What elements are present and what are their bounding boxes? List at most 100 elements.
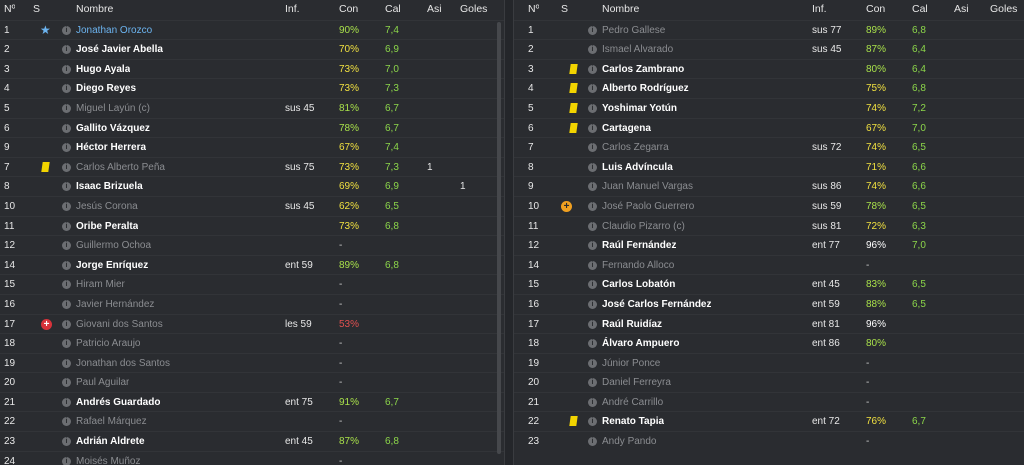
header-asi[interactable]: Asi <box>427 3 442 15</box>
player-row[interactable]: 12 i Raúl Fernández ent 77 96% 7,0 <box>514 235 1024 255</box>
info-icon[interactable]: i <box>588 241 597 251</box>
info-icon[interactable]: i <box>62 299 71 309</box>
info-icon[interactable]: i <box>588 221 597 231</box>
player-name[interactable]: Raúl Fernández <box>602 240 677 252</box>
player-name[interactable]: Luis Advíncula <box>602 161 673 173</box>
player-name[interactable]: Jonathan Orozco <box>76 24 153 36</box>
info-icon[interactable]: i <box>588 123 597 133</box>
player-name[interactable]: Moisés Muñoz <box>76 455 141 465</box>
info-icon[interactable]: i <box>588 417 597 427</box>
player-row[interactable]: 23 i Adrián Aldrete ent 45 87% 6,8 <box>0 431 504 451</box>
player-row[interactable]: 9 i Juan Manuel Vargas sus 86 74% 6,6 <box>514 176 1024 196</box>
info-icon[interactable]: i <box>62 456 71 465</box>
info-icon[interactable]: i <box>588 162 597 172</box>
player-row[interactable]: 19 i Jonathan dos Santos - <box>0 352 504 373</box>
info-icon[interactable]: i <box>62 201 71 211</box>
player-row[interactable]: 12 i Guillermo Ochoa - <box>0 235 504 255</box>
player-name[interactable]: Jorge Enríquez <box>76 259 149 271</box>
player-name[interactable]: Alberto Rodríguez <box>602 83 689 95</box>
player-name[interactable]: André Carrillo <box>602 396 664 408</box>
info-icon[interactable]: i <box>62 260 71 270</box>
player-name[interactable]: José Javier Abella <box>76 44 163 56</box>
header-inf[interactable]: Inf. <box>285 3 300 15</box>
info-icon[interactable]: i <box>588 45 597 55</box>
player-row[interactable]: 1 i Pedro Gallese sus 77 89% 6,8 <box>514 19 1024 40</box>
info-icon[interactable]: i <box>588 260 597 270</box>
player-name[interactable]: Javier Hernández <box>76 298 155 310</box>
info-icon[interactable]: i <box>588 64 597 74</box>
scrollbar[interactable] <box>497 22 501 454</box>
player-row[interactable]: 18 i Álvaro Ampuero ent 86 80% <box>514 333 1024 353</box>
info-icon[interactable]: i <box>588 299 597 309</box>
player-name[interactable]: Júnior Ponce <box>602 357 661 369</box>
info-icon[interactable]: i <box>62 64 71 74</box>
info-icon[interactable]: i <box>588 437 597 447</box>
info-icon[interactable]: i <box>588 319 597 329</box>
player-row[interactable]: 21 i André Carrillo - <box>514 391 1024 412</box>
info-icon[interactable]: i <box>62 84 71 94</box>
player-name[interactable]: Yoshimar Yotún <box>602 102 678 114</box>
player-name[interactable]: Ismael Alvarado <box>602 44 674 56</box>
player-name[interactable]: Renato Tapia <box>602 416 665 428</box>
player-row[interactable]: 14 i Fernando Alloco - <box>514 254 1024 275</box>
header-con[interactable]: Con <box>866 3 886 15</box>
info-icon[interactable]: i <box>62 103 71 113</box>
player-name[interactable]: Pedro Gallese <box>602 24 666 36</box>
player-row[interactable]: 8 i Luis Advíncula 71% 6,6 <box>514 156 1024 177</box>
player-row[interactable]: 7 i Carlos Zegarra sus 72 74% 6,5 <box>514 137 1024 157</box>
player-name[interactable]: Carlos Lobatón <box>602 279 676 291</box>
player-row[interactable]: 7 i Carlos Alberto Peña sus 75 73% 7,3 1 <box>0 156 504 177</box>
info-icon[interactable]: i <box>62 397 71 407</box>
player-row[interactable]: 15 i Carlos Lobatón ent 45 83% 6,5 <box>514 274 1024 294</box>
header-cal[interactable]: Cal <box>385 3 401 15</box>
player-name[interactable]: Fernando Alloco <box>602 259 675 271</box>
info-icon[interactable]: i <box>62 437 71 447</box>
info-icon[interactable]: i <box>588 143 597 153</box>
player-row[interactable]: 3 i Carlos Zambrano 80% 6,4 <box>514 58 1024 79</box>
info-icon[interactable]: i <box>62 378 71 388</box>
player-name[interactable]: Jesús Corona <box>76 200 138 212</box>
player-row[interactable]: 10 i Jesús Corona sus 45 62% 6,5 <box>0 195 504 216</box>
player-name[interactable]: Andy Pando <box>602 436 657 448</box>
info-icon[interactable]: i <box>588 103 597 113</box>
player-row[interactable]: 22 i Rafael Márquez - <box>0 411 504 431</box>
player-row[interactable]: 6 i Cartagena 67% 7,0 <box>514 117 1024 138</box>
info-icon[interactable]: i <box>62 162 71 172</box>
info-icon[interactable]: i <box>62 241 71 251</box>
player-row[interactable]: 18 i Patricio Araujo - <box>0 333 504 353</box>
info-icon[interactable]: i <box>588 358 597 368</box>
header-con[interactable]: Con <box>339 3 359 15</box>
player-name[interactable]: Isaac Brizuela <box>76 181 143 193</box>
player-name[interactable]: Cartagena <box>602 122 651 134</box>
player-row[interactable]: 22 i Renato Tapia ent 72 76% 6,7 <box>514 411 1024 431</box>
player-name[interactable]: Álvaro Ampuero <box>602 338 680 350</box>
player-name[interactable]: Héctor Herrera <box>76 142 147 154</box>
info-icon[interactable]: i <box>588 182 597 192</box>
player-row[interactable]: 3 i Hugo Ayala 73% 7,0 <box>0 58 504 79</box>
player-row[interactable]: 23 i Andy Pando - <box>514 431 1024 451</box>
player-name[interactable]: Giovani dos Santos <box>76 318 163 330</box>
info-icon[interactable]: i <box>62 25 71 35</box>
info-icon[interactable]: i <box>62 417 71 427</box>
player-name[interactable]: Hiram Mier <box>76 279 125 291</box>
info-icon[interactable]: i <box>62 358 71 368</box>
header-num[interactable]: Nº <box>528 3 540 15</box>
info-icon[interactable]: i <box>588 84 597 94</box>
player-row[interactable]: 20 i Paul Aguilar - <box>0 372 504 392</box>
player-row[interactable]: 2 i José Javier Abella 70% 6,9 <box>0 39 504 59</box>
player-name[interactable]: Guillermo Ochoa <box>76 240 152 252</box>
player-name[interactable]: Oribe Peralta <box>76 220 139 232</box>
player-name[interactable]: Patricio Araujo <box>76 338 141 350</box>
player-name[interactable]: José Paolo Guerrero <box>602 200 695 212</box>
info-icon[interactable]: i <box>62 319 71 329</box>
header-name[interactable]: Nombre <box>602 3 640 15</box>
player-row[interactable]: 17 i Raúl Ruidíaz ent 81 96% <box>514 313 1024 334</box>
info-icon[interactable]: i <box>588 280 597 290</box>
player-name[interactable]: Juan Manuel Vargas <box>602 181 693 193</box>
player-row[interactable]: 4 i Diego Reyes 73% 7,3 <box>0 78 504 98</box>
player-row[interactable]: 10 + i José Paolo Guerrero sus 59 78% 6,5 <box>514 195 1024 216</box>
player-name[interactable]: Raúl Ruidíaz <box>602 318 663 330</box>
info-icon[interactable]: i <box>588 339 597 349</box>
header-name[interactable]: Nombre <box>76 3 114 15</box>
player-row[interactable]: 24 i Moisés Muñoz - <box>0 450 504 465</box>
